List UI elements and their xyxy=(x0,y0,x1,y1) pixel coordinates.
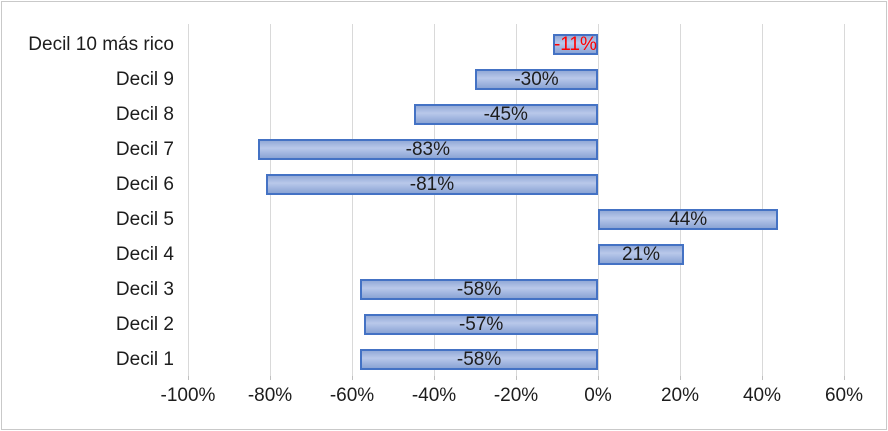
gridline-40% xyxy=(761,24,763,376)
data-label-decil-1: -58% xyxy=(456,349,502,370)
axis-tick--80% xyxy=(269,376,271,380)
axis-tick--40% xyxy=(433,376,435,380)
data-label-decil-8: -45% xyxy=(483,104,528,125)
x-axis-tick-label: -60% xyxy=(329,385,375,406)
y-axis-label-decil-5: Decil 5 xyxy=(115,208,174,230)
x-axis-tick-label: -80% xyxy=(247,385,293,406)
axis-tick-0% xyxy=(597,376,599,380)
axis-tick-40% xyxy=(761,376,763,380)
y-axis-label-decil-6: Decil 6 xyxy=(115,173,174,195)
x-axis-tick-label: -40% xyxy=(411,385,457,406)
x-axis-tick-label: 0% xyxy=(584,385,612,406)
gridline-0% xyxy=(597,24,599,376)
x-axis-tick-label: -100% xyxy=(160,385,216,406)
axis-tick--100% xyxy=(187,376,189,380)
y-axis-label-decil-10-mas-rico: Decil 10 más rico xyxy=(28,33,174,55)
gridline-60% xyxy=(843,24,845,376)
y-axis-label-decil-9: Decil 9 xyxy=(115,68,174,90)
bar-decil-5 xyxy=(598,209,779,230)
data-label-decil-2: -57% xyxy=(458,314,504,335)
gridline--80% xyxy=(269,24,271,376)
data-label-decil-6: -81% xyxy=(409,174,455,195)
y-axis-label-decil-4: Decil 4 xyxy=(115,243,174,265)
axis-tick-20% xyxy=(679,376,681,380)
bar-decil-6 xyxy=(265,174,598,195)
data-label-decil-7: -83% xyxy=(405,139,451,160)
bar-decil-3 xyxy=(360,279,598,300)
x-axis-tick-label: -20% xyxy=(493,385,539,406)
bar-decil-7 xyxy=(257,139,598,160)
axis-tick-60% xyxy=(843,376,845,380)
bar-decil-8 xyxy=(413,104,598,125)
bar-decil-2 xyxy=(364,314,598,335)
data-label-decil-10-mas-rico: -11% xyxy=(553,34,597,55)
bar-decil-9 xyxy=(475,69,598,90)
gridline--20% xyxy=(515,24,517,376)
gridline-20% xyxy=(679,24,681,376)
y-axis-label-decil-8: Decil 8 xyxy=(115,103,174,125)
bar-decil-1 xyxy=(360,349,598,370)
bar-decil-10-mas-rico xyxy=(552,34,598,55)
gridline--40% xyxy=(433,24,435,376)
y-axis-label-decil-3: Decil 3 xyxy=(115,278,174,300)
axis-tick--20% xyxy=(515,376,517,380)
gridline--60% xyxy=(351,24,353,376)
y-axis-label-decil-2: Decil 2 xyxy=(115,313,174,335)
axis-tick--60% xyxy=(351,376,353,380)
data-label-decil-4: 21% xyxy=(622,244,661,265)
data-label-decil-9: -30% xyxy=(514,69,559,90)
y-axis-label-decil-7: Decil 7 xyxy=(115,138,174,160)
x-axis-tick-label: 20% xyxy=(660,385,700,406)
bar-decil-4 xyxy=(598,244,685,265)
gridline--100% xyxy=(187,24,189,376)
data-label-decil-3: -58% xyxy=(456,279,502,300)
y-axis-label-decil-1: Decil 1 xyxy=(115,348,174,370)
x-axis-tick-label: 40% xyxy=(742,385,782,406)
x-axis-tick-label: 60% xyxy=(824,385,864,406)
data-label-decil-5: 44% xyxy=(669,209,708,230)
